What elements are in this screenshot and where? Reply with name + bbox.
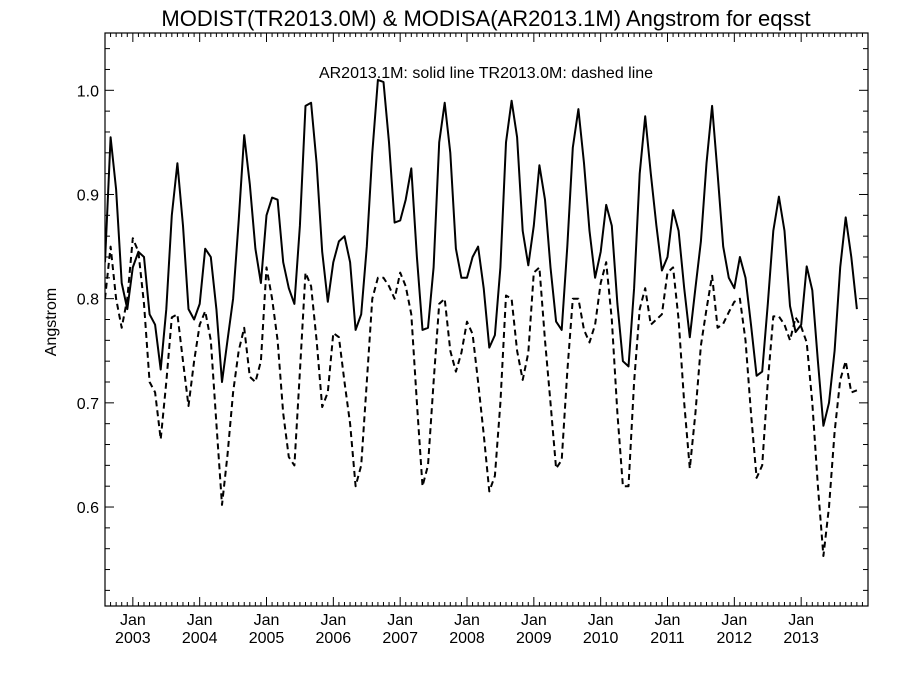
x-tick-month-label: Jan	[187, 612, 213, 629]
y-axis-ticks: 0.6 0.7 0.8 0.9 1.0	[77, 48, 868, 591]
x-tick-month-label: Jan	[588, 612, 614, 629]
series-line-tr2013-0m	[105, 237, 858, 557]
x-tick-year-label: 2005	[249, 630, 285, 647]
x-tick-year-label: 2004	[182, 630, 218, 647]
x-tick-year-label: 2009	[516, 630, 552, 647]
x-axis-ticks: Jan2003Jan2004Jan2005Jan2006Jan2007Jan20…	[104, 33, 869, 647]
x-tick-year-label: 2012	[717, 630, 753, 647]
y-tick-label: 0.7	[77, 396, 99, 413]
y-tick-label: 0.9	[77, 187, 99, 204]
x-tick-month-label: Jan	[320, 612, 346, 629]
y-tick-label: 1.0	[77, 83, 99, 100]
series-line-ar2013-1m	[105, 78, 858, 427]
series-layer	[105, 78, 858, 557]
x-tick-year-label: 2011	[650, 630, 685, 647]
x-tick-month-label: Jan	[387, 612, 413, 629]
y-axis-label: Angstrom	[43, 288, 60, 356]
chart-title: MODIST(TR2013.0M) & MODISA(AR2013.1M) An…	[161, 6, 810, 31]
x-tick-year-label: 2013	[783, 630, 819, 647]
x-tick-year-label: 2007	[382, 630, 418, 647]
x-tick-month-label: Jan	[254, 612, 280, 629]
x-tick-year-label: 2006	[316, 630, 352, 647]
x-tick-month-label: Jan	[120, 612, 146, 629]
x-tick-year-label: 2003	[115, 630, 151, 647]
x-tick-month-label: Jan	[454, 612, 480, 629]
y-tick-label: 0.8	[77, 292, 99, 309]
x-tick-month-label: Jan	[788, 612, 814, 629]
y-tick-label: 0.6	[77, 500, 99, 517]
x-tick-year-label: 2008	[449, 630, 485, 647]
line-style-legend: AR2013.1M: solid line TR2013.0M: dashed …	[319, 65, 653, 82]
x-tick-year-label: 2010	[583, 630, 619, 647]
x-tick-month-label: Jan	[721, 612, 747, 629]
x-tick-month-label: Jan	[521, 612, 547, 629]
x-tick-month-label: Jan	[655, 612, 681, 629]
